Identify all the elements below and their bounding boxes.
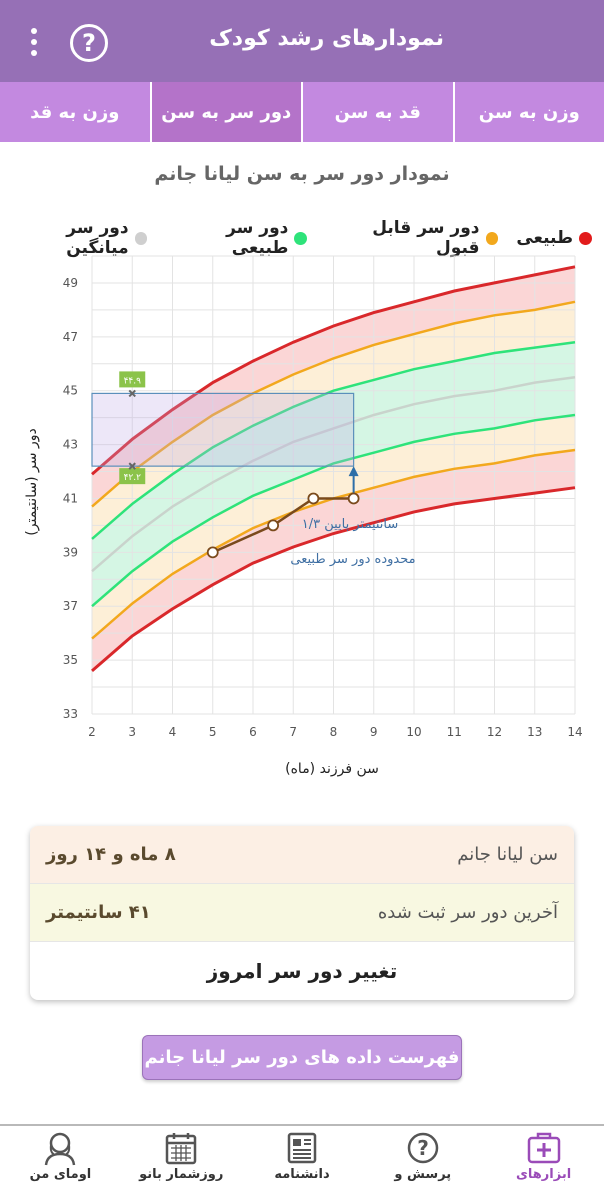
nav-tools[interactable]: ابزارهای — [483, 1126, 604, 1202]
tab-height-for-age[interactable]: قد به سن — [301, 82, 453, 142]
chart-annotation: ۱/۳ سانتیمتر پایین — [302, 517, 399, 532]
chart-title: نمودار دور سر به سن لیانا جانم — [0, 163, 604, 185]
tab-head-for-age[interactable]: دور سر به سن — [150, 82, 302, 142]
y-tick-label: 43 — [63, 438, 78, 452]
chart-annotation: محدوده دور سر طبیعی — [290, 552, 415, 567]
child-data-point — [268, 520, 278, 530]
last-head-label: آخرین دور سر ثبت شده — [378, 902, 558, 923]
nav-label: اومای من — [30, 1167, 92, 1182]
nav-label: پرسش و — [394, 1167, 451, 1182]
newspaper-icon — [282, 1130, 322, 1166]
y-tick-label: 45 — [63, 384, 78, 398]
child-data-point — [308, 493, 318, 503]
nav-label: روزشمار بانو — [139, 1167, 223, 1182]
last-head-value: ۴۱ سانتیمتر — [46, 902, 151, 923]
legend-dot-icon — [294, 232, 307, 245]
legend-dot-icon — [579, 232, 592, 245]
app-header: ? نمودارهای رشد کودک — [0, 0, 604, 82]
child-data-point — [349, 493, 359, 503]
y-axis-label: دور سر (سانتیمتر) — [24, 428, 40, 535]
marker-label: ۴۲.۲ — [124, 473, 142, 483]
woman-profile-icon — [40, 1130, 80, 1166]
last-head-row: آخرین دور سر ثبت شده ۴۱ سانتیمتر — [30, 884, 574, 942]
x-tick-label: 3 — [128, 725, 136, 739]
age-row: سن لیانا جانم ۸ ماه و ۱۴ روز — [30, 826, 574, 884]
nav-encyclopedia[interactable]: دانشنامه — [242, 1126, 363, 1202]
tab-weight-for-height[interactable]: وزن به قد — [0, 82, 150, 142]
age-value: ۸ ماه و ۱۴ روز — [46, 844, 176, 865]
y-tick-label: 47 — [63, 330, 78, 344]
x-axis-label: سن فرزند (ماه) — [285, 761, 379, 777]
svg-text:?: ? — [417, 1136, 429, 1160]
x-tick-label: 14 — [567, 725, 582, 739]
x-tick-label: 13 — [527, 725, 542, 739]
help-icon[interactable]: ? — [70, 24, 108, 62]
nav-calendar[interactable]: روزشمار بانو — [121, 1126, 242, 1202]
x-tick-label: 2 — [88, 725, 96, 739]
child-data-point — [208, 547, 218, 557]
change-head-button[interactable]: تغییر دور سر امروز — [30, 942, 574, 1000]
nav-label: دانشنامه — [274, 1167, 329, 1182]
y-tick-label: 37 — [63, 599, 78, 613]
marker-label: ۴۴.۹ — [124, 376, 142, 386]
x-tick-label: 5 — [209, 725, 217, 739]
x-tick-label: 4 — [169, 725, 177, 739]
nav-profile[interactable]: اومای من — [0, 1126, 121, 1202]
tab-bar: وزن به سن قد به سن دور سر به سن وزن به ق… — [0, 82, 604, 142]
y-tick-label: 39 — [63, 545, 78, 559]
normal-range-box — [92, 393, 354, 466]
legend-label: طبیعی — [516, 228, 573, 248]
y-tick-label: 49 — [63, 276, 78, 290]
nav-label: ابزارهای — [516, 1167, 571, 1182]
medical-kit-icon — [524, 1130, 564, 1166]
x-tick-label: 7 — [289, 725, 297, 739]
x-tick-label: 12 — [487, 725, 502, 739]
bottom-nav: ابزارهای ? پرسش و دانشنامه روزشمار بانو … — [0, 1124, 604, 1202]
y-tick-label: 33 — [63, 707, 78, 721]
legend-dot-icon — [486, 232, 499, 245]
x-tick-label: 10 — [406, 725, 421, 739]
tab-weight-for-age[interactable]: وزن به سن — [453, 82, 604, 142]
calendar-icon — [161, 1130, 201, 1166]
age-label: سن لیانا جانم — [457, 844, 558, 865]
y-tick-label: 35 — [63, 653, 78, 667]
more-vertical-icon[interactable] — [22, 24, 46, 60]
x-tick-label: 6 — [249, 725, 257, 739]
data-list-button[interactable]: فهرست داده های دور سر لیانا جانم — [142, 1035, 462, 1080]
x-tick-label: 11 — [447, 725, 462, 739]
question-icon: ? — [403, 1130, 443, 1166]
legend-dot-icon — [135, 232, 148, 245]
x-tick-label: 9 — [370, 725, 378, 739]
nav-questions[interactable]: ? پرسش و — [362, 1126, 483, 1202]
page-title: نمودارهای رشد کودک — [209, 26, 444, 51]
y-tick-label: 41 — [63, 491, 78, 505]
info-card: سن لیانا جانم ۸ ماه و ۱۴ روز آخرین دور س… — [30, 826, 574, 1000]
x-tick-label: 8 — [330, 725, 338, 739]
